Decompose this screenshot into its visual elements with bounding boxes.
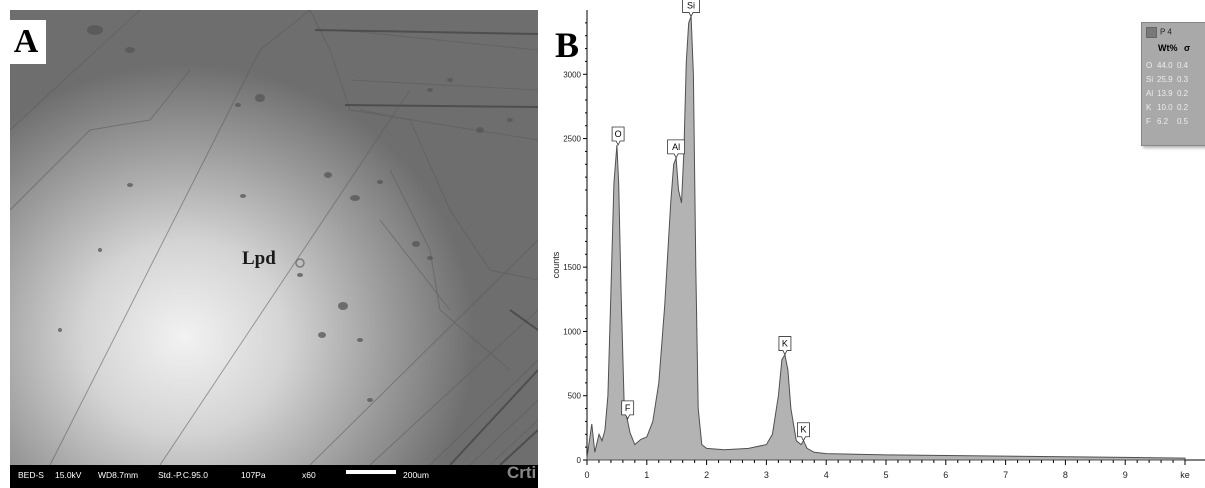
legend-row: Al 13.9 0.2 (1146, 89, 1193, 98)
peak-label-o: O (611, 126, 625, 146)
sem-info-bar: BED-S 15.0kV WD8.7mm Std.-P.C.95.0 107Pa… (10, 463, 538, 488)
legend-element: K (1146, 103, 1152, 112)
y-tick-label: 1000 (563, 327, 581, 336)
peak-label-text: Si (687, 0, 695, 10)
x-tick-label: 4 (824, 470, 829, 480)
legend-row: K 10.0 0.2 (1146, 103, 1193, 112)
info-mag: x60 (302, 470, 316, 480)
axis-ticks: 0 500 1000 1500 2500 3000 0 1 2 3 4 5 6 7 8 9 ke (563, 22, 1190, 480)
x-tick-label: 3 (764, 470, 769, 480)
legend-row: Si 25.9 0.3 (1146, 75, 1193, 84)
y-tick-label: 1500 (563, 263, 581, 272)
peak-label-k: K (778, 336, 792, 356)
peak-label-box (797, 422, 810, 442)
info-pressure: 107Pa (241, 470, 266, 480)
panel-a-sem: Lpd A BED-S 15.0kV WD8.7mm Std.-P.C.95.0… (0, 0, 540, 488)
legend-sigma: 0.2 (1177, 103, 1189, 112)
x-tick-label: 2 (704, 470, 709, 480)
legend-element: F (1146, 117, 1151, 126)
sem-micrograph: Lpd (10, 10, 538, 465)
y-tick-label: 500 (568, 392, 582, 401)
legend-element: O (1146, 61, 1153, 70)
x-tick-label: ke (1180, 470, 1190, 480)
peak-label-box (778, 336, 792, 356)
peak-label-text: Al (672, 142, 680, 152)
peak-label-k: K (797, 422, 810, 442)
x-tick-label: 5 (883, 470, 888, 480)
info-std: Std.-P.C.95.0 (158, 470, 208, 480)
legend-header: Wt% σ (1158, 43, 1190, 53)
peak-labels: O F Al Si K K (611, 0, 810, 442)
peak-label-text: F (625, 403, 631, 413)
legend-header-wt: Wt% (1158, 43, 1178, 53)
x-tick-label: 9 (1123, 470, 1128, 480)
x-tick-label: 8 (1063, 470, 1068, 480)
x-tick-label: 1 (644, 470, 649, 480)
legend-header-sigma: σ (1184, 43, 1191, 53)
eds-chart: 0 500 1000 1500 2500 3000 0 1 2 3 4 5 6 7 8 9 ke O F Al Si K… (551, 0, 1205, 480)
lpd-label: Lpd (242, 248, 276, 269)
peak-label-al: Al (667, 139, 686, 159)
scale-bar (346, 470, 396, 474)
peak-label-box (621, 400, 635, 420)
peak-label-text: O (615, 129, 622, 139)
legend-sigma: 0.2 (1177, 89, 1189, 98)
legend-sigma: 0.4 (1177, 61, 1189, 70)
info-wd: WD8.7mm (98, 470, 139, 480)
y-axis-label: counts (551, 251, 561, 278)
x-tick-label: 7 (1003, 470, 1008, 480)
y-tick-label: 0 (577, 456, 582, 465)
info-logo: Crti (507, 463, 537, 482)
y-tick-label: 2500 (563, 135, 581, 144)
panel-b-eds: 0 500 1000 1500 2500 3000 0 1 2 3 4 5 6 7 8 9 ke O F Al Si K… (545, 0, 1205, 488)
legend-wt: 10.0 (1157, 103, 1173, 112)
peak-label-text: K (782, 339, 788, 349)
panel-b-letter: B (555, 25, 580, 65)
legend-element: Al (1146, 89, 1154, 98)
info-mode: BED-S (18, 470, 44, 480)
peak-label-text: K (800, 425, 806, 435)
sem-texture (10, 10, 538, 465)
legend-element: Si (1146, 75, 1154, 84)
peak-label-box (611, 126, 625, 146)
legend-row: O 44.0 0.4 (1146, 61, 1193, 70)
info-scale: 200um (403, 470, 429, 480)
legend-swatch (1146, 27, 1157, 38)
y-tick-label: 3000 (563, 70, 581, 79)
info-voltage: 15.0kV (55, 470, 82, 480)
spectrum-area (586, 16, 1186, 461)
legend-sigma: 0.5 (1177, 117, 1189, 126)
legend-wt: 44.0 (1157, 61, 1173, 70)
legend-wt: 13.9 (1157, 89, 1173, 98)
legend-wt: 25.9 (1157, 75, 1173, 84)
peak-label-box (682, 0, 700, 18)
panel-a-letter: A (6, 20, 46, 64)
x-tick-label: 6 (943, 470, 948, 480)
legend-row: F 6.2 0.5 (1146, 117, 1193, 126)
peak-label-box (667, 139, 686, 159)
legend-sigma: 0.3 (1177, 75, 1189, 84)
peak-label-si: Si (682, 0, 700, 18)
x-tick-label: 0 (584, 470, 589, 480)
peak-label-f: F (621, 400, 635, 420)
legend-wt: 6.2 (1157, 117, 1169, 126)
legend-box: P 4 Wt% σ O 44.0 0.4 Si 25.9 0.3 Al 13.9 0.2 K… (1141, 22, 1205, 146)
legend-series-name: P 4 (1160, 27, 1172, 37)
spectrum-series (586, 16, 1186, 461)
legend-series: P 4 (1146, 27, 1172, 38)
